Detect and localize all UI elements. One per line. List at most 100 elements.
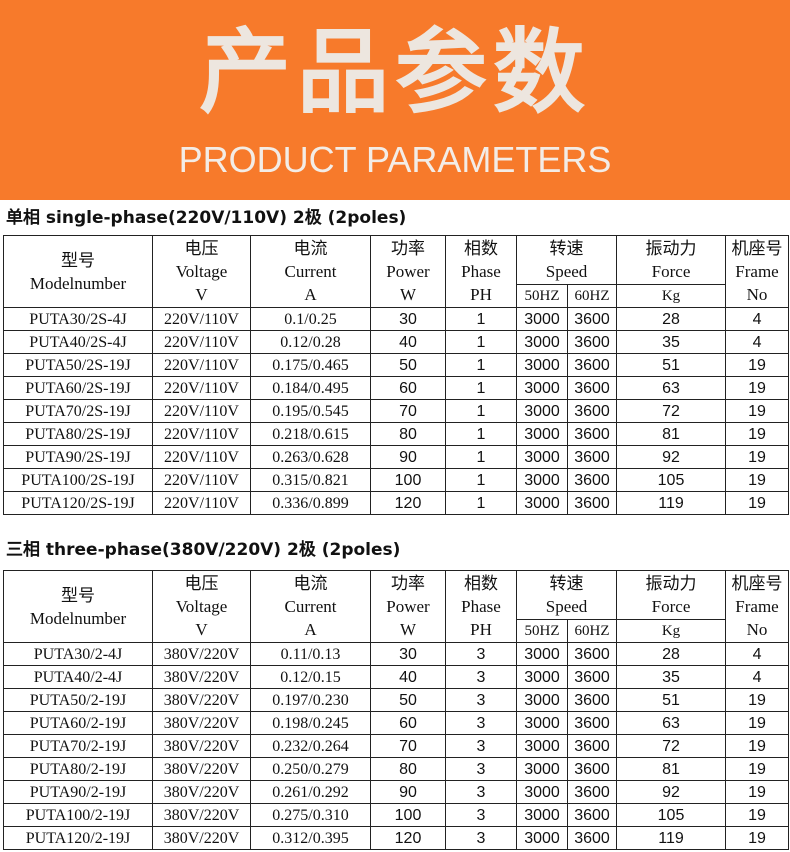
- table-row: PUTA50/2S-19J 220V/110V 0.175/0.465 50 1 3000…: [3, 353, 790, 377]
- header-label: 振动力: [645, 239, 697, 258]
- header-speed: 转速 Speed: [515, 570, 618, 620]
- table-cell: 0.184/0.495: [250, 376, 371, 400]
- header-label: Force: [651, 262, 691, 281]
- table-cell: 80: [370, 422, 446, 446]
- table-cell: 220V/110V: [152, 422, 251, 446]
- header-label: V: [195, 620, 208, 639]
- header-label: 电压: [184, 574, 219, 593]
- table-cell: 3000: [516, 688, 568, 712]
- table-cell: 3: [445, 803, 517, 827]
- table-cell: PUTA30/2S-4J: [3, 307, 153, 331]
- table-cell: 0.315/0.821: [250, 468, 371, 492]
- table-cell: 119: [616, 491, 727, 515]
- table-cell: 3: [445, 780, 517, 804]
- table-row: PUTA90/2-19J 380V/220V 0.261/0.292 90 3 3000 3…: [3, 780, 790, 804]
- table-cell: 3000: [516, 468, 568, 492]
- table-cell: 0.198/0.245: [250, 711, 371, 735]
- header-voltage: 电压 Voltage V: [152, 570, 251, 643]
- table-cell: 380V/220V: [152, 711, 251, 735]
- table-row: PUTA50/2-19J 380V/220V 0.197/0.230 50 3 3000 3…: [3, 688, 790, 712]
- table-cell: 3000: [516, 353, 568, 377]
- table-cell: 220V/110V: [152, 468, 251, 492]
- table-cell: 3000: [516, 734, 568, 758]
- section-title: 三相 three-phase(380V/220V) 2极 (2poles): [6, 540, 401, 560]
- header-label: A: [304, 620, 317, 639]
- table-cell: 19: [725, 491, 790, 515]
- table-cell: 3000: [516, 757, 568, 781]
- table-cell: 51: [616, 688, 727, 712]
- header-power: 功率 Power W: [370, 235, 446, 308]
- header-label: A: [304, 285, 317, 304]
- header-speed-50hz: 50HZ: [516, 284, 568, 308]
- table-cell: 3000: [516, 445, 568, 469]
- header-force-unit: Kg: [616, 284, 727, 308]
- header-label: 机座号: [731, 239, 783, 258]
- table-cell: 72: [616, 734, 727, 758]
- table-cell: PUTA40/2-4J: [3, 665, 153, 689]
- table-cell: 3: [445, 711, 517, 735]
- table-cell: 3000: [516, 711, 568, 735]
- header-label: 功率: [391, 574, 425, 593]
- table-cell: 40: [370, 330, 446, 354]
- section-title: 单相 single-phase(220V/110V) 2极 (2poles): [6, 208, 407, 228]
- table-cell: 3000: [516, 376, 568, 400]
- table-cell: 19: [725, 688, 790, 712]
- table-cell: 1: [445, 330, 517, 354]
- table-cell: 0.12/0.28: [250, 330, 371, 354]
- table-cell: 380V/220V: [152, 688, 251, 712]
- table-cell: 3600: [566, 307, 618, 331]
- table-cell: 1: [445, 376, 517, 400]
- table-cell: 0.1/0.25: [250, 307, 371, 331]
- header-label: Modelnumber: [29, 608, 127, 628]
- table-cell: 120: [370, 826, 446, 850]
- table-cell: 4: [725, 307, 790, 331]
- header-label: Voltage: [175, 597, 228, 616]
- table-cell: 380V/220V: [152, 826, 251, 850]
- table-cell: 3: [445, 688, 517, 712]
- spec-table: 型号 Modelnumber 电压 Voltage V 电流 Current A 功率 Power…: [3, 570, 790, 850]
- table-cell: 100: [370, 468, 446, 492]
- table-cell: 220V/110V: [152, 330, 251, 354]
- table-cell: 105: [616, 468, 727, 492]
- table-cell: 380V/220V: [152, 642, 251, 666]
- header-label: 电流: [293, 239, 328, 258]
- header-label: 型号: [61, 250, 95, 270]
- table-cell: 1: [445, 307, 517, 331]
- table-cell: 3600: [566, 757, 618, 781]
- header-speed-60hz: 60HZ: [566, 284, 618, 308]
- header-label: Frame: [735, 262, 779, 281]
- table-cell: PUTA60/2-19J: [3, 711, 153, 735]
- header-label: No: [746, 285, 768, 304]
- table-row: PUTA80/2S-19J 220V/110V 0.218/0.615 80 1 3000…: [3, 422, 790, 446]
- table-cell: 3: [445, 665, 517, 689]
- table-cell: 220V/110V: [152, 353, 251, 377]
- table-cell: 63: [616, 711, 727, 735]
- table-cell: PUTA100/2S-19J: [3, 468, 153, 492]
- header-label: 机座号: [731, 574, 783, 593]
- header-phase: 相数 Phase PH: [445, 235, 517, 308]
- table-cell: 220V/110V: [152, 445, 251, 469]
- header-frame: 机座号 Frame No: [725, 235, 790, 308]
- banner-title-cn: 产品参数: [198, 19, 591, 126]
- header-label: PH: [470, 620, 492, 639]
- table-row: PUTA70/2-19J 380V/220V 0.232/0.264 70 3 3000 3…: [3, 734, 790, 758]
- table-cell: 3000: [516, 422, 568, 446]
- table-cell: PUTA90/2-19J: [3, 780, 153, 804]
- header-voltage: 电压 Voltage V: [152, 235, 251, 308]
- table-cell: 220V/110V: [152, 399, 251, 423]
- table-cell: 3000: [516, 399, 568, 423]
- table-cell: 50: [370, 353, 446, 377]
- table-cell: 19: [725, 422, 790, 446]
- table-cell: 3000: [516, 307, 568, 331]
- table-cell: 220V/110V: [152, 491, 251, 515]
- table-cell: 0.175/0.465: [250, 353, 371, 377]
- table-cell: PUTA80/2-19J: [3, 757, 153, 781]
- table-cell: 100: [370, 803, 446, 827]
- table-cell: 90: [370, 445, 446, 469]
- header-label: 相数: [464, 574, 498, 593]
- table-cell: 3600: [566, 642, 618, 666]
- header-speed-60hz: 60HZ: [566, 619, 618, 643]
- header-label: W: [399, 285, 417, 304]
- table-cell: 81: [616, 757, 727, 781]
- header-label: 转速: [549, 574, 584, 593]
